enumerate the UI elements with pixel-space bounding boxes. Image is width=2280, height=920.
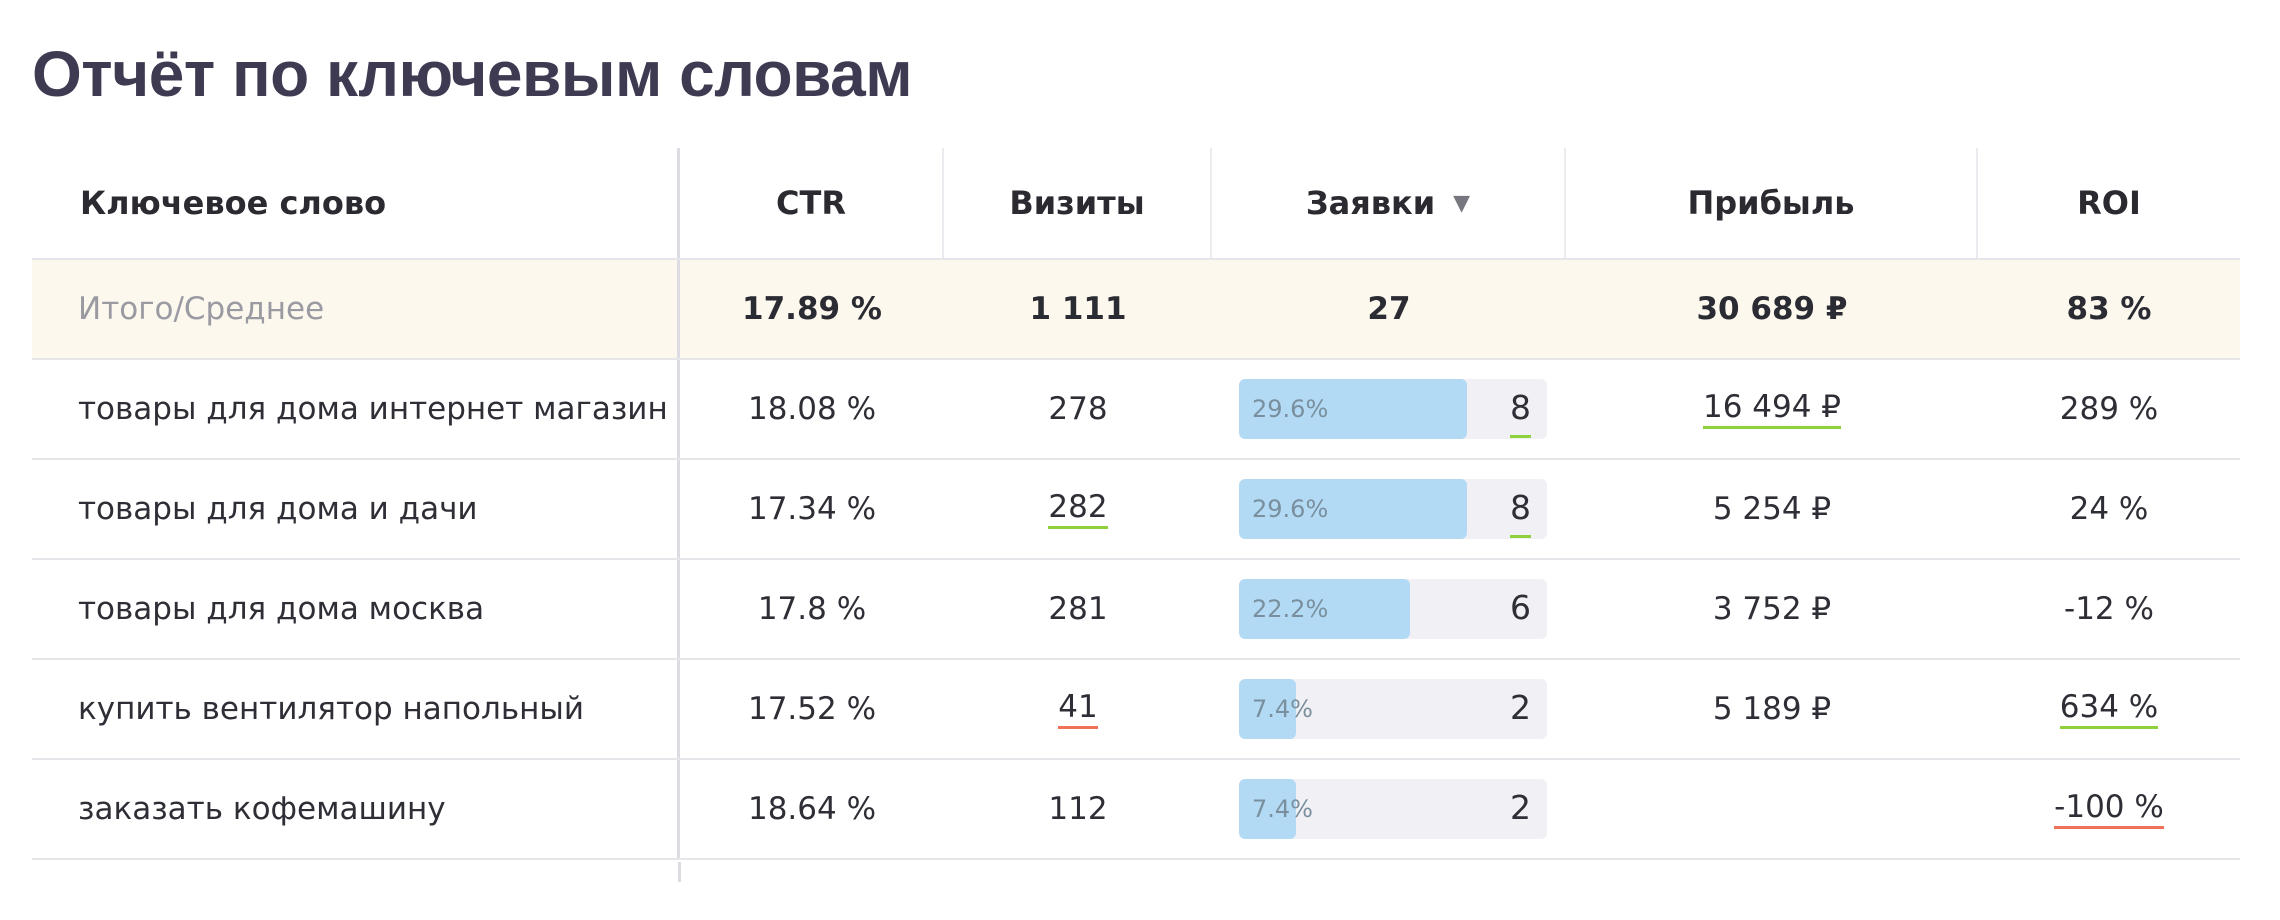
ctr-cell: 17.8 % [757,591,867,627]
total-leads: 27 [1367,291,1411,327]
roi-cell: -100 % [1978,760,2240,858]
table-row[interactable]: товары для дома интернет магазин 18.08 %… [32,360,2240,460]
roi-cell: 634 % [1978,660,2240,758]
ctr-cell: 18.08 % [747,391,877,427]
keyword-cell: купить вентилятор напольный [32,660,680,758]
visits-cell: 112 [1048,791,1108,827]
ctr-cell: 17.34 % [747,491,877,527]
leads-count-link[interactable]: 8 [1510,482,1531,538]
column-divider-stub [678,862,681,882]
visits-value-link[interactable]: 41 [1058,689,1098,729]
table-header-row: Ключевое слово CTR Визиты Заявки ▼ Прибы… [32,148,2240,260]
leads-count: 2 [1510,688,1531,727]
roi-cell: 24 % [2069,491,2149,527]
total-ctr: 17.89 % [742,291,882,327]
leads-share-bar-fill [1239,579,1410,639]
total-visits: 1 111 [1029,291,1127,327]
visits-cell: 278 [1048,391,1108,427]
leads-share-bar: 7.4% 2 [1239,779,1547,839]
table-row[interactable]: товары для дома москва 17.8 % 281 22.2% … [32,560,2240,660]
visits-value-link[interactable]: 282 [1048,489,1108,529]
profit-cell: 16 494 ₽ [1566,360,1978,458]
table-row[interactable]: заказать кофемашину 18.64 % 112 7.4% 2 -… [32,760,2240,860]
roi-cell: -12 % [2064,591,2154,627]
leads-count-link[interactable]: 8 [1510,382,1531,438]
profit-cell: 5 254 ₽ [1712,491,1832,527]
leads-share-percent: 22.2% [1252,595,1329,623]
visits-cell: 281 [1048,591,1108,627]
profit-cell: 5 189 ₽ [1712,691,1832,727]
column-header-ctr[interactable]: CTR [680,148,944,258]
leads-cell: 7.4% 2 [1212,760,1566,858]
total-row: Итого/Среднее 17.89 % 1 111 27 30 689 ₽ … [32,260,2240,360]
leads-share-bar: 7.4% 2 [1239,679,1547,739]
leads-share-bar-fill [1239,779,1296,839]
visits-cell: 41 [944,660,1212,758]
total-label: Итого/Среднее [32,260,680,358]
leads-share-bar: 29.6% 8 [1239,379,1547,439]
column-header-leads-label: Заявки [1305,184,1436,222]
roi-value-link[interactable]: 634 % [2059,689,2159,729]
leads-share-percent: 29.6% [1252,495,1329,523]
keyword-cell: товары для дома москва [32,560,680,658]
leads-cell: 29.6% 8 [1212,360,1566,458]
leads-share-bar-fill [1239,679,1296,739]
keyword-report-table: Ключевое слово CTR Визиты Заявки ▼ Прибы… [32,148,2240,860]
leads-count: 6 [1510,588,1531,627]
column-header-roi[interactable]: ROI [2077,184,2141,222]
leads-share-percent: 7.4% [1252,695,1313,723]
ctr-cell: 17.52 % [747,691,877,727]
total-roi: 83 % [2066,291,2152,327]
column-header-visits[interactable]: Визиты [944,148,1212,258]
roi-value-link[interactable]: -100 % [2054,789,2164,829]
profit-cell: 3 752 ₽ [1712,591,1832,627]
roi-cell: 289 % [2059,391,2159,427]
table-row[interactable]: товары для дома и дачи 17.34 % 282 29.6%… [32,460,2240,560]
leads-share-bar: 22.2% 6 [1239,579,1547,639]
table-row[interactable]: купить вентилятор напольный 17.52 % 41 7… [32,660,2240,760]
profit-cell [1566,760,1978,858]
keyword-cell: заказать кофемашину [32,760,680,858]
leads-share-percent: 29.6% [1252,395,1329,423]
leads-cell: 22.2% 6 [1212,560,1566,658]
keyword-cell: товары для дома интернет магазин [32,360,680,458]
sort-desc-icon[interactable]: ▼ [1453,190,1471,216]
page-title: Отчёт по ключевым словам [32,38,913,110]
leads-share-percent: 7.4% [1252,795,1313,823]
ctr-cell: 18.64 % [747,791,877,827]
leads-cell: 7.4% 2 [1212,660,1566,758]
profit-value-link[interactable]: 16 494 ₽ [1702,389,1842,429]
leads-count: 2 [1510,788,1531,827]
column-header-profit[interactable]: Прибыль [1566,148,1978,258]
column-header-leads[interactable]: Заявки ▼ [1212,148,1566,258]
leads-share-bar: 29.6% 8 [1239,479,1547,539]
visits-cell: 282 [944,460,1212,558]
leads-cell: 29.6% 8 [1212,460,1566,558]
leads-share-bar-fill [1239,379,1467,439]
keyword-cell: товары для дома и дачи [32,460,680,558]
column-header-keyword[interactable]: Ключевое слово [32,148,680,258]
total-profit: 30 689 ₽ [1696,291,1848,327]
leads-share-bar-fill [1239,479,1467,539]
